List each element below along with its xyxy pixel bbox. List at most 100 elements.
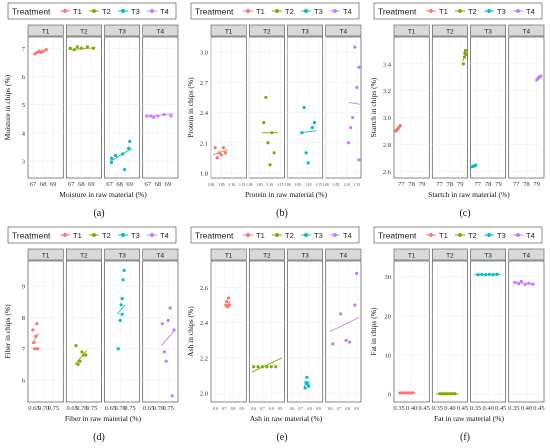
legend-title: Treatment (378, 231, 417, 241)
data-point (307, 384, 311, 388)
data-point (462, 55, 466, 59)
y-tick-label: 9 (22, 284, 25, 291)
legend-key-dot-t4 (150, 9, 154, 13)
x-tick-label: 0.40 (444, 405, 455, 412)
data-point (519, 279, 523, 283)
x-tick-label: 0.70 (114, 405, 125, 412)
data-point (453, 392, 457, 396)
y-axis-label: Fat in chips (%) (369, 307, 378, 356)
x-tick-label: 0.7 (298, 407, 303, 411)
data-point (72, 48, 76, 52)
x-tick-label: 0.8 (231, 407, 236, 411)
y-axis-label: Protein in chips (%) (186, 77, 195, 138)
legend-label-t3: T3 (497, 7, 506, 16)
x-tick-label: 0.75 (124, 405, 135, 412)
x-tick-label: 0.40 (521, 405, 532, 412)
legend-label-t4: T4 (160, 231, 169, 240)
x-tick-label: 0.7 (222, 407, 227, 411)
data-point (227, 296, 231, 300)
data-point (357, 65, 361, 69)
facet-panel-t2: T2 77 78 79 (431, 24, 468, 188)
data-point (401, 391, 405, 395)
data-point (85, 45, 89, 49)
facet-strip-label: T1 (42, 29, 50, 36)
legend-key-dot-t2 (458, 9, 462, 13)
data-point (166, 318, 170, 323)
data-point (464, 52, 468, 57)
legend-key-dot-t2 (458, 233, 462, 237)
facet-strip-label: T4 (523, 29, 531, 36)
fit-line (74, 350, 88, 365)
y-tick-label: 3.2 (383, 88, 391, 95)
fit-line (329, 316, 360, 332)
y-axis-label: Fiber in chips (%) (3, 304, 12, 359)
legend-label-t3: T3 (314, 231, 323, 240)
x-tick-label: 78 (447, 181, 454, 188)
x-tick-label: 0.75 (86, 405, 97, 412)
x-tick-label: 1.10 (229, 183, 235, 187)
facet-strip (393, 248, 430, 261)
legend-label-t3: T3 (314, 7, 323, 16)
facet-panel-t2: T2 1.00 1.05 1.10 1.15 (246, 24, 285, 187)
legend-label-t3: T3 (131, 231, 140, 240)
data-point (523, 282, 527, 287)
legend-label-t1: T1 (73, 231, 82, 240)
x-tick-label: 0.8 (307, 407, 312, 411)
data-point (357, 158, 361, 162)
data-point (304, 151, 308, 155)
legend-key-dot-t3 (487, 9, 491, 13)
data-point (411, 391, 415, 395)
x-tick-label: 0.9 (240, 407, 245, 411)
legend-key-dot-t3 (121, 233, 125, 237)
x-tick-label: 0.65 (143, 405, 154, 412)
x-tick-label: 0.35 (393, 405, 404, 412)
x-tick-label: 0.45 (419, 405, 430, 412)
facet-panel-t1: T1 67 68 69 (27, 24, 64, 188)
legend-key-dot-t3 (121, 9, 125, 13)
facet-strip (104, 248, 140, 261)
legend-label-t4: T4 (343, 231, 352, 240)
x-tick-label: 0.65 (66, 405, 77, 412)
legend-key-dot-t1 (246, 9, 250, 13)
facet-panel-t4: T4 0.650.700.75 (142, 248, 179, 412)
data-point (252, 365, 256, 369)
facet-plot-area (325, 36, 362, 179)
data-point (344, 338, 348, 342)
x-axis-label: Moisture in raw material (%) (59, 190, 147, 199)
facet-panel-t1: T1 0.650.700.75 (27, 248, 64, 412)
x-tick-label: 1.05 (218, 183, 224, 187)
x-tick-label: 0.70 (153, 405, 164, 412)
y-tick-label: 2.4 (200, 110, 209, 117)
x-tick-label: 0.6 (213, 407, 218, 411)
facet-strip (393, 24, 430, 37)
subfigure-letter: (f) (460, 432, 470, 443)
x-tick-label: 77 (436, 181, 443, 188)
data-point (354, 271, 359, 275)
legend-key-dot-t1 (429, 233, 433, 237)
x-tick-label: 1.05 (333, 183, 339, 187)
legend-key-dot-t3 (304, 233, 308, 237)
x-tick-label: 67 (30, 181, 37, 188)
facet-strip (249, 24, 285, 37)
x-tick-label: 0.65 (105, 405, 116, 412)
x-tick-label: 0.7 (260, 407, 265, 411)
data-point (80, 350, 84, 354)
data-point (517, 282, 521, 286)
facet-strip-label: T2 (80, 253, 88, 260)
x-tick-label: 78 (523, 181, 530, 188)
data-point (128, 139, 132, 143)
y-tick-label: 3.0 (200, 50, 208, 57)
data-point (331, 342, 335, 346)
data-point (274, 365, 278, 369)
x-tick-label: 79 (495, 181, 502, 188)
data-point (438, 392, 442, 396)
facet-strip-label: T2 (263, 253, 271, 260)
facet-plot-area (104, 260, 141, 403)
legend-label-t2: T2 (102, 231, 111, 240)
legend: Treatment T1 T2 T3 T4 (373, 226, 543, 244)
x-tick-label: 0.45 (495, 405, 506, 412)
fit-line (110, 148, 132, 162)
data-point (41, 49, 45, 53)
facet-panel-t2: T2 0.35 0.40 0.45 (432, 248, 468, 412)
facet-strip (27, 248, 64, 261)
